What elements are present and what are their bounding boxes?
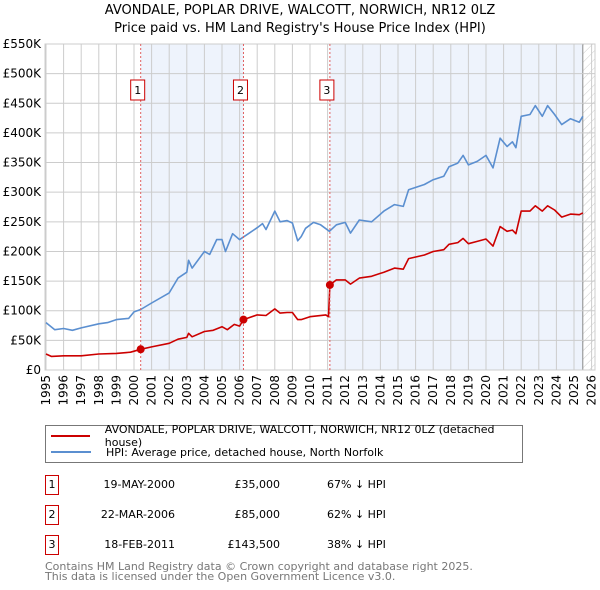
sale-hpi-diff: 38% ↓ HPI: [327, 538, 386, 551]
legend: AVONDALE, POPLAR DRIVE, WALCOTT, NORWICH…: [45, 423, 523, 463]
y-tick-label: £100K: [3, 304, 43, 318]
x-tick-label: 2012: [338, 375, 352, 406]
y-tick-label: £0: [26, 363, 41, 377]
x-tick-label: 2010: [303, 375, 317, 406]
sale-number-badge: 2: [45, 505, 59, 525]
shaded-period: [329, 44, 583, 370]
y-tick-label: £250K: [3, 215, 43, 229]
x-tick-label: 2001: [145, 375, 159, 406]
sale-row: 1 19-MAY-2000 £35,000 67% ↓ HPI: [45, 475, 525, 495]
x-tick-label: 2000: [127, 375, 141, 406]
future-hatch: [582, 44, 595, 370]
y-tick-label: £150K: [3, 274, 43, 288]
sale-row: 2 22-MAR-2006 £85,000 62% ↓ HPI: [45, 505, 525, 525]
sale-marker-box: [130, 79, 146, 101]
legend-item-hpi: HPI: Average price, detached house, Nort…: [46, 444, 383, 460]
x-tick-label: 1995: [39, 375, 53, 406]
x-tick-label: 2015: [391, 375, 405, 406]
sale-marker-label: 3: [323, 84, 330, 97]
sale-marker-box: [232, 79, 248, 101]
sale-point: [136, 345, 145, 354]
sale-price: £143,500: [227, 538, 281, 551]
sale-number-badge: 3: [45, 535, 59, 555]
x-tick-label: 2002: [162, 375, 176, 406]
x-tick-label: 2014: [373, 375, 387, 406]
y-tick-label: £450K: [3, 96, 43, 110]
sale-point: [325, 280, 334, 289]
shaded-period: [140, 44, 244, 370]
plot-border: [44, 43, 596, 371]
y-tick-label: £400K: [3, 126, 43, 140]
sale-date: 19-MAY-2000: [103, 478, 175, 491]
sale-marker-label: 1: [134, 84, 141, 97]
y-tick-label: £50K: [10, 333, 42, 347]
sale-row: 3 18-FEB-2011 £143,500 38% ↓ HPI: [45, 535, 525, 555]
x-tick-label: 2004: [197, 375, 211, 406]
x-tick-label: 2017: [426, 375, 440, 406]
sale-hpi-diff: 62% ↓ HPI: [327, 508, 386, 521]
x-tick-label: 2003: [180, 375, 194, 406]
sale-hpi-diff: 67% ↓ HPI: [327, 478, 386, 491]
x-tick-label: 2020: [479, 375, 493, 406]
sale-marker-box: [319, 79, 335, 101]
x-tick-label: 2009: [285, 375, 299, 406]
sale-price: £35,000: [234, 478, 281, 491]
chart-plot: £0 £50K £100K £150K £200K £250K £300K £350K £400…: [3, 37, 599, 406]
x-tick-label: 1998: [92, 375, 106, 406]
x-tick-label: 2018: [444, 375, 458, 406]
x-tick-label: 2005: [215, 375, 229, 406]
x-tick-label: 2008: [268, 375, 282, 406]
x-tick-label: 2023: [532, 375, 546, 406]
sale-point: [239, 315, 248, 324]
chart-subtitle: Price paid vs. HM Land Registry's House …: [114, 21, 486, 36]
y-tick-label: £500K: [3, 67, 43, 81]
x-tick-label: 2019: [461, 375, 475, 406]
x-tick-label: 2025: [567, 375, 581, 406]
sale-marker-label: 2: [237, 84, 244, 97]
legend-label: HPI: Average price, detached house, Nort…: [106, 445, 384, 459]
x-tick-label: 1997: [74, 375, 88, 406]
x-tick-label: 2011: [321, 375, 335, 406]
x-tick-label: 1996: [57, 375, 71, 406]
x-tick-label: 2006: [233, 375, 247, 406]
x-tick-label: 2026: [585, 375, 599, 406]
x-tick-label: 2013: [356, 375, 370, 406]
x-tick-label: 2022: [514, 375, 528, 406]
y-tick-label: £300K: [3, 185, 43, 199]
legend-swatch-blue: [51, 451, 91, 453]
sale-number-badge: 1: [45, 475, 59, 495]
x-tick-label: 2024: [549, 375, 563, 406]
sale-date: 22-MAR-2006: [100, 508, 175, 521]
sale-date: 18-FEB-2011: [104, 538, 175, 551]
x-tick-label: 2007: [250, 375, 264, 406]
footer-licence: This data is licensed under the Open Gov…: [45, 570, 396, 583]
legend-swatch-red: [51, 435, 90, 437]
sale-price: £85,000: [234, 508, 281, 521]
property-price-line: [45, 205, 584, 358]
legend-item-property: AVONDALE, POPLAR DRIVE, WALCOTT, NORWICH…: [46, 423, 522, 449]
y-tick-label: £350K: [3, 156, 43, 170]
chart-title: AVONDALE, POPLAR DRIVE, WALCOTT, NORWICH…: [104, 3, 496, 18]
hpi-line: [45, 104, 584, 332]
y-tick-label: £550K: [3, 37, 43, 51]
x-tick-label: 1999: [109, 375, 123, 406]
x-tick-label: 2021: [497, 375, 511, 406]
y-tick-label: £200K: [3, 244, 43, 258]
legend-label: AVONDALE, POPLAR DRIVE, WALCOTT, NORWICH…: [104, 423, 495, 449]
footer-copyright: Contains HM Land Registry data © Crown c…: [45, 560, 473, 573]
x-tick-label: 2016: [409, 375, 423, 406]
